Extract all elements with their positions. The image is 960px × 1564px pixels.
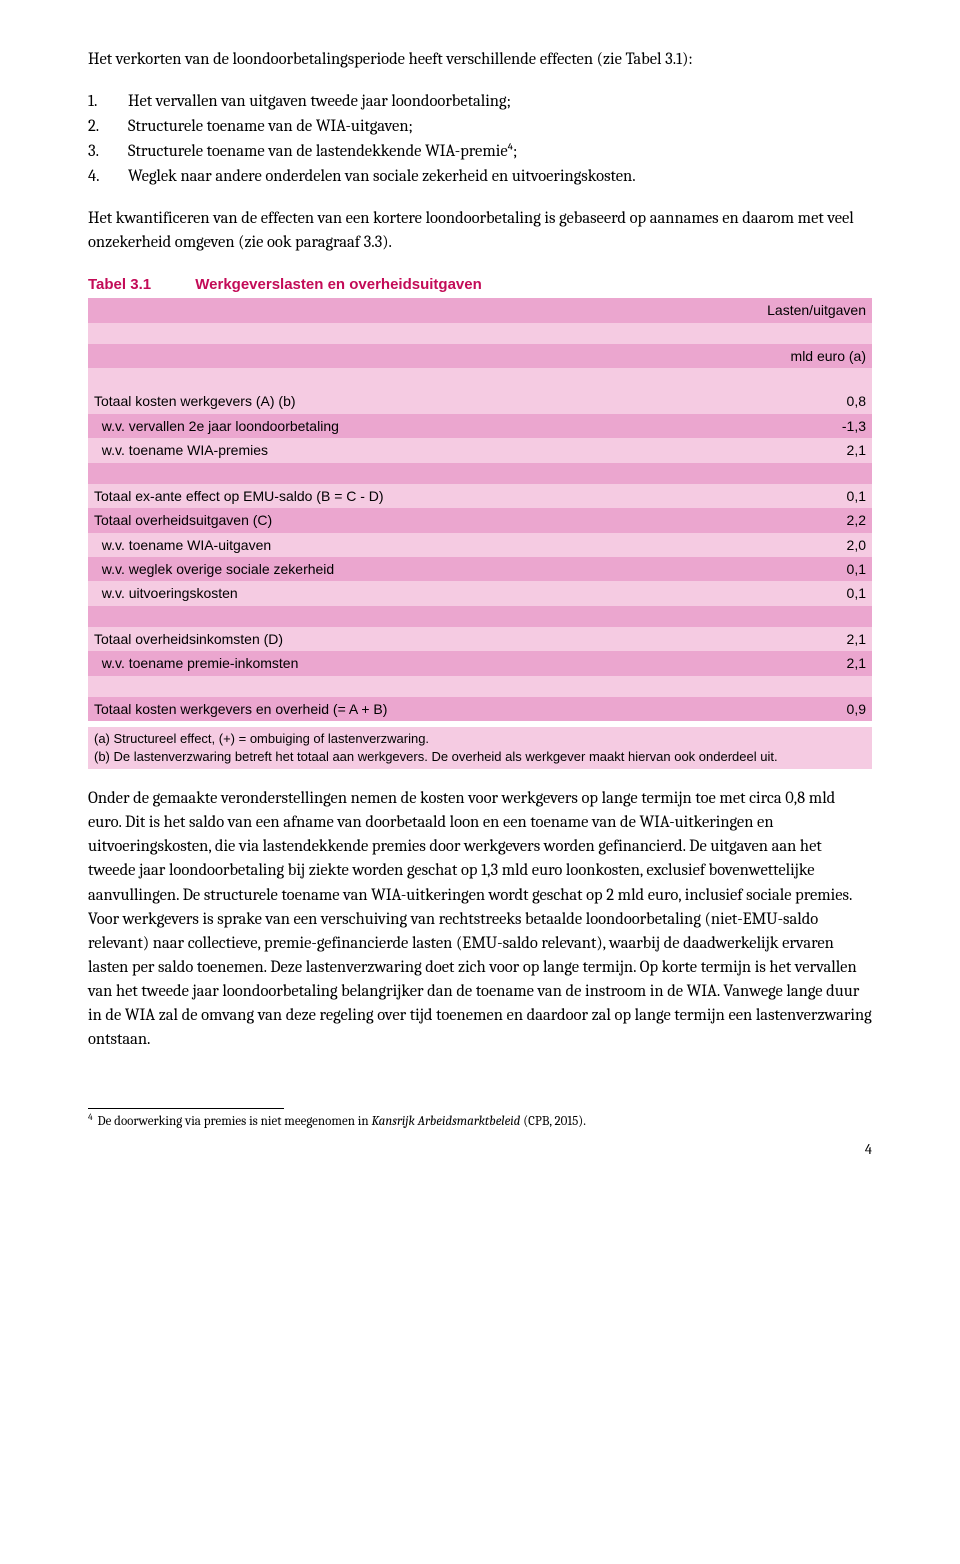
row-label: w.v. toename WIA-uitgaven (88, 533, 761, 557)
row-value (761, 606, 872, 627)
table-title-text: Werkgeverslasten en overheidsuitgaven (195, 276, 482, 293)
row-label: Totaal kosten werkgevers en overheid (= … (88, 697, 761, 721)
row-label: w.v. weglek overige sociale zekerheid (88, 557, 761, 581)
list-item: Structurele toename van de lastendekkend… (128, 140, 872, 164)
table-row: w.v. toename premie-inkomsten2,1 (88, 651, 872, 675)
table-row: Totaal overheidsuitgaven (C)2,2 (88, 508, 872, 532)
row-value (761, 463, 872, 484)
row-label: w.v. vervallen 2e jaar loondoorbetaling (88, 414, 761, 438)
row-label: Totaal overheidsinkomsten (D) (88, 627, 761, 651)
intro-paragraph: Het verkorten van de loondoorbetalingspe… (88, 48, 872, 72)
body-paragraph: Onder de gemaakte veronderstellingen nem… (88, 787, 872, 1052)
row-value: 2,1 (761, 651, 872, 675)
row-value: 0,1 (761, 557, 872, 581)
row-label (88, 606, 761, 627)
table-row: Totaal ex-ante effect op EMU-saldo (B = … (88, 484, 872, 508)
row-label (88, 463, 761, 484)
row-value: -1,3 (761, 414, 872, 438)
row-value: 2,2 (761, 508, 872, 532)
row-value: 2,0 (761, 533, 872, 557)
table-row (88, 463, 872, 484)
row-label: Totaal kosten werkgevers (A) (b) (88, 389, 761, 413)
row-value: 2,1 (761, 438, 872, 462)
table-row: w.v. weglek overige sociale zekerheid0,1 (88, 557, 872, 581)
table-row: Totaal kosten werkgevers (A) (b)0,8 (88, 389, 872, 413)
page-footnote: 4 De doorwerking via premies is niet mee… (88, 1113, 872, 1131)
row-label: w.v. toename premie-inkomsten (88, 651, 761, 675)
row-value (761, 676, 872, 697)
row-label: w.v. toename WIA-premies (88, 438, 761, 462)
row-label: w.v. uitvoeringskosten (88, 581, 761, 605)
row-label: Totaal ex-ante effect op EMU-saldo (B = … (88, 484, 761, 508)
table-row: w.v. uitvoeringskosten0,1 (88, 581, 872, 605)
table-header-2: mld euro (a) (761, 344, 872, 368)
after-list-paragraph: Het kwantificeren van de effecten van ee… (88, 207, 872, 255)
table-caption: Tabel 3.1 Werkgeverslasten en overheidsu… (88, 274, 872, 296)
table-header-1: Lasten/uitgaven (761, 298, 872, 322)
list-item: Weglek naar andere onderdelen van social… (128, 165, 872, 189)
effects-list: Het vervallen van uitgaven tweede jaar l… (88, 90, 872, 189)
row-label (88, 676, 761, 697)
table-row (88, 676, 872, 697)
list-item: Structurele toename van de WIA-uitgaven; (128, 115, 872, 139)
table-row: w.v. vervallen 2e jaar loondoorbetaling-… (88, 414, 872, 438)
row-value: 0,1 (761, 581, 872, 605)
table-footnote-b: (b) De lastenverzwaring betreft het tota… (94, 748, 866, 766)
table-row: w.v. toename WIA-uitgaven2,0 (88, 533, 872, 557)
row-value: 0,9 (761, 697, 872, 721)
table-footnote-a: (a) Structureel effect, (+) = ombuiging … (94, 730, 866, 748)
row-label: Totaal overheidsuitgaven (C) (88, 508, 761, 532)
row-value: 0,8 (761, 389, 872, 413)
table-label: Tabel 3.1 (88, 276, 151, 293)
list-item: Het vervallen van uitgaven tweede jaar l… (128, 90, 872, 114)
row-value: 0,1 (761, 484, 872, 508)
table-row: Totaal kosten werkgevers en overheid (= … (88, 697, 872, 721)
table-footnotes: (a) Structureel effect, (+) = ombuiging … (88, 727, 872, 769)
table-row: Totaal overheidsinkomsten (D)2,1 (88, 627, 872, 651)
page-number: 4 (88, 1139, 872, 1160)
row-value: 2,1 (761, 627, 872, 651)
table-row (88, 606, 872, 627)
table-row: w.v. toename WIA-premies2,1 (88, 438, 872, 462)
footnote-number: 4 (88, 1113, 93, 1123)
footnote-separator (88, 1108, 284, 1109)
data-table: Lasten/uitgaven mld euro (a) Totaal kost… (88, 298, 872, 721)
